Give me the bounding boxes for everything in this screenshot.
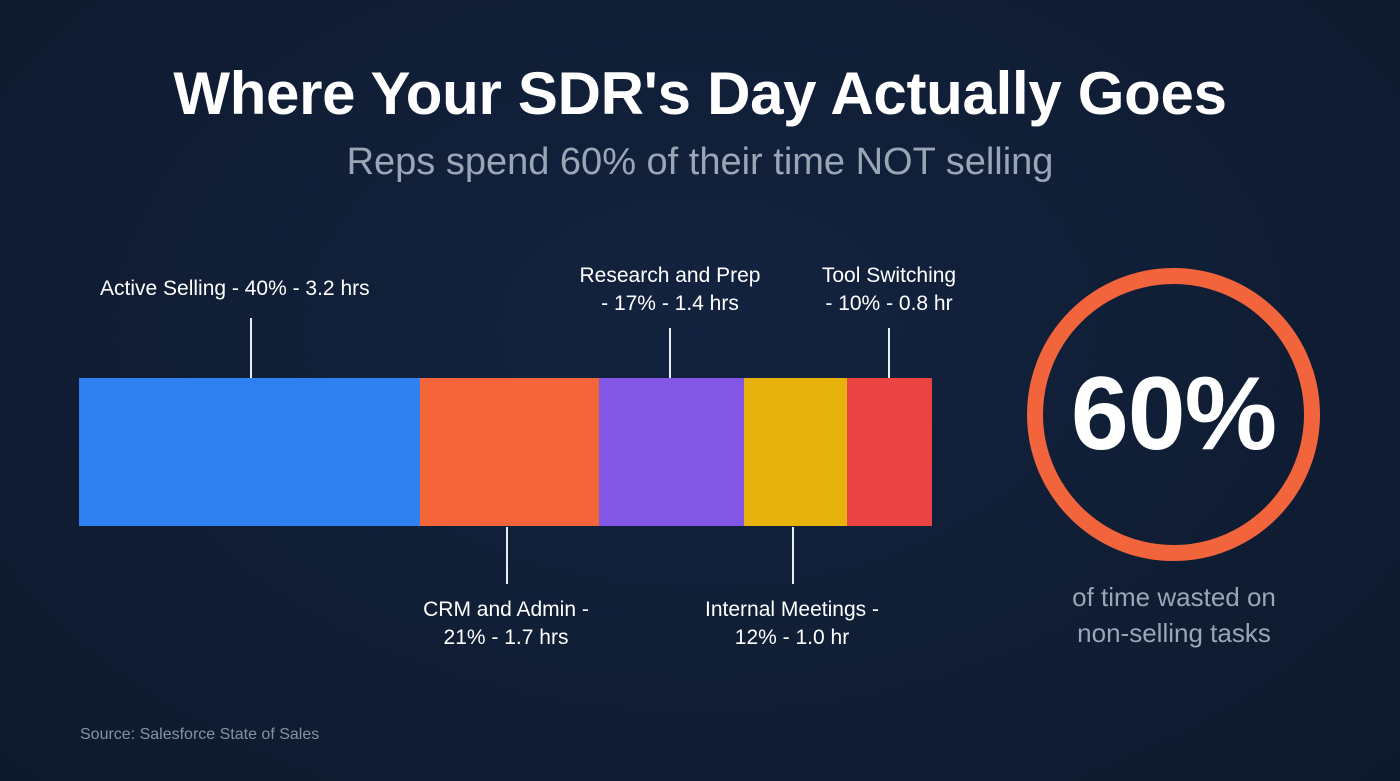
leader-line-tool-switching bbox=[888, 328, 890, 378]
callout-active-selling: Active Selling - 40% - 3.2 hrs bbox=[100, 277, 370, 300]
bar-segment-tool-switching[interactable] bbox=[846, 378, 932, 526]
source-note: Source: Salesforce State of Sales bbox=[80, 726, 320, 743]
page-title: Where Your SDR's Day Actually Goes bbox=[173, 60, 1227, 127]
leader-line-crm-and-admin bbox=[506, 527, 508, 584]
leader-line-active-selling bbox=[250, 318, 252, 378]
bar-segment-internal-meetings[interactable] bbox=[744, 378, 847, 526]
callout-research-and-prep: Research and Prep - 17% - 1.4 hrs bbox=[579, 264, 761, 315]
highlight-caption: of time wasted on non-selling tasks bbox=[1072, 582, 1276, 648]
bar-segment-active-selling[interactable] bbox=[79, 378, 421, 526]
callout-internal-meetings: Internal Meetings - 12% - 1.0 hr bbox=[705, 598, 879, 649]
stacked-bar-chart bbox=[79, 378, 932, 526]
highlight-value: 60% bbox=[1070, 356, 1277, 472]
bar-segment-research-and-prep[interactable] bbox=[599, 378, 745, 526]
leader-line-research-and-prep bbox=[669, 328, 671, 378]
bar-segment-crm-and-admin[interactable] bbox=[420, 378, 600, 526]
leader-line-internal-meetings bbox=[792, 527, 794, 584]
page-subtitle: Reps spend 60% of their time NOT selling bbox=[346, 141, 1054, 183]
callout-tool-switching: Tool Switching - 10% - 0.8 hr bbox=[821, 264, 957, 315]
callout-crm-and-admin: CRM and Admin - 21% - 1.7 hrs bbox=[423, 598, 589, 649]
